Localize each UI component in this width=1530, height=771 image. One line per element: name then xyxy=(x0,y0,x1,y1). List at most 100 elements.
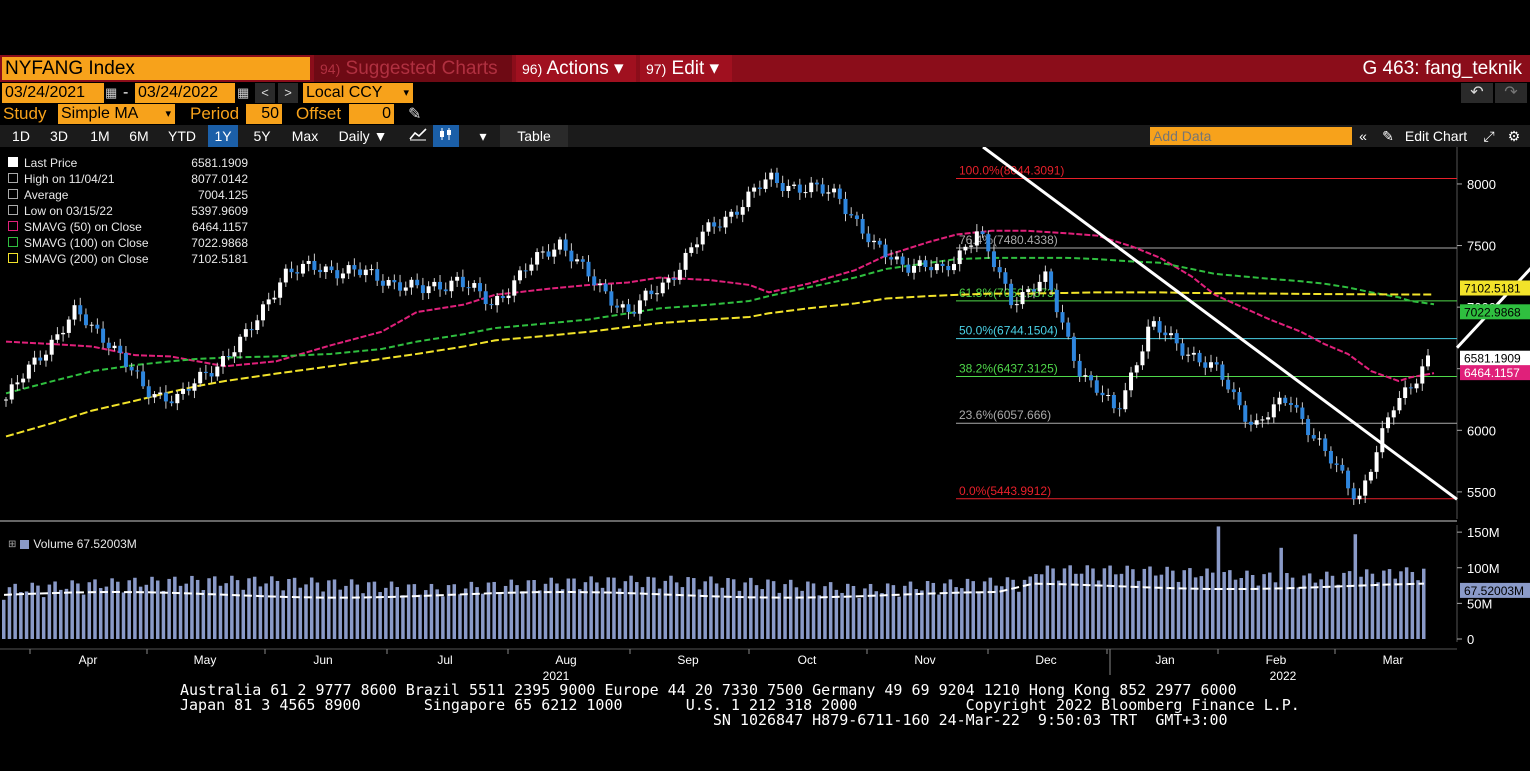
year-label: 2021 xyxy=(543,669,570,683)
candle-body xyxy=(597,283,602,286)
candle-body xyxy=(1363,480,1368,496)
candle-body xyxy=(723,216,728,228)
volume-bar xyxy=(252,576,257,639)
next-period-button[interactable]: > xyxy=(278,83,298,103)
range-1m-button[interactable]: 1M xyxy=(90,128,110,144)
plus-icon[interactable]: ⊞ xyxy=(8,538,17,550)
candle-body xyxy=(826,192,831,194)
volume-bar xyxy=(70,580,74,639)
suggested-charts-menu[interactable]: 94) Suggested Charts xyxy=(314,55,512,82)
volume-bar xyxy=(811,583,816,639)
expand-icon[interactable]: ⤢ xyxy=(1483,128,1495,144)
candle-body xyxy=(523,270,528,272)
fib-level-label: 23.6%(6057.666) xyxy=(959,408,1051,422)
frequency-select[interactable]: Daily ▼ xyxy=(338,128,388,144)
volume-bar xyxy=(931,582,936,639)
candle-body xyxy=(272,297,277,300)
undo-button[interactable]: ↶ xyxy=(1461,83,1493,103)
volume-bar xyxy=(235,580,240,639)
volume-bar xyxy=(1404,567,1409,639)
volume-bar xyxy=(1256,585,1261,639)
volume-bar xyxy=(1182,570,1186,639)
calendar-icon[interactable]: ▦ xyxy=(105,85,118,100)
legend-value: 7004.125 xyxy=(197,188,248,202)
candle-body xyxy=(512,280,517,296)
redo-button[interactable]: ↷ xyxy=(1495,83,1527,103)
volume-bar xyxy=(469,581,474,639)
range-1d-button[interactable]: 1D xyxy=(12,128,30,144)
volume-average-line xyxy=(3,582,1425,599)
volume-bar xyxy=(47,584,52,639)
volume-bar xyxy=(977,592,981,639)
range-5y-button[interactable]: 5Y xyxy=(253,128,271,144)
add-data-input[interactable] xyxy=(1150,127,1352,145)
volume-bar xyxy=(857,598,861,639)
edit-chart-button[interactable]: Edit Chart xyxy=(1404,128,1468,144)
prev-period-button[interactable]: < xyxy=(255,83,275,103)
volume-bar xyxy=(247,578,251,639)
candle-body xyxy=(1100,392,1105,396)
candle-body xyxy=(186,389,191,391)
price-chart[interactable]: 550060006500700075008000150M100M50M0100.… xyxy=(0,147,1530,683)
volume-bar xyxy=(925,581,930,639)
line-chart-icon[interactable] xyxy=(405,125,431,147)
volume-bar xyxy=(395,587,399,639)
candle-body xyxy=(700,231,705,245)
volume-bar xyxy=(526,580,531,639)
volume-bar xyxy=(800,590,804,639)
legend-value: 8077.0142 xyxy=(191,172,248,186)
volume-bar xyxy=(1342,572,1346,639)
candlestick-icon[interactable] xyxy=(433,125,459,147)
period-field[interactable]: 50 xyxy=(246,104,282,124)
volume-bar xyxy=(270,576,274,639)
start-date-field[interactable]: 03/24/2021 xyxy=(2,83,104,103)
range-6m-button[interactable]: 6M xyxy=(129,128,149,144)
calendar-icon[interactable]: ▦ xyxy=(237,85,250,100)
month-label: Oct xyxy=(798,653,817,667)
candle-body xyxy=(1317,438,1322,440)
candle-body xyxy=(49,339,54,355)
range-max-button[interactable]: Max xyxy=(291,128,319,144)
pencil-icon[interactable]: ✎ xyxy=(1382,128,1394,144)
month-label: Apr xyxy=(79,653,98,667)
y-tick-label: 8000 xyxy=(1467,177,1496,192)
candle-body xyxy=(146,386,151,398)
candle-body xyxy=(1031,289,1036,292)
pencil-icon[interactable]: ✎ xyxy=(408,106,422,123)
candle-body xyxy=(329,266,334,271)
volume-bar xyxy=(59,589,63,639)
actions-menu[interactable]: 96) Actions ▾ xyxy=(516,55,636,82)
candle-body xyxy=(849,214,854,216)
candle-body xyxy=(792,184,797,186)
table-button[interactable]: Table xyxy=(500,125,568,147)
candle-body xyxy=(946,265,951,271)
volume-bar xyxy=(503,585,508,639)
study-select[interactable]: Simple MA ▾ xyxy=(58,104,175,124)
volume-bar xyxy=(760,589,764,639)
fib-level-label: 50.0%(6744.1504) xyxy=(959,324,1058,338)
candle-body xyxy=(375,269,380,281)
edit-menu[interactable]: 97) Edit ▾ xyxy=(640,55,732,82)
range-3d-button[interactable]: 3D xyxy=(50,128,68,144)
volume-bar xyxy=(1193,577,1198,639)
collapse-icon[interactable]: « xyxy=(1359,128,1367,144)
candle-body xyxy=(980,231,985,235)
range-ytd-button[interactable]: YTD xyxy=(168,128,196,144)
volume-bar xyxy=(1091,568,1095,639)
volume-legend-label: Volume 67.52003M xyxy=(33,537,137,551)
range-1y-button[interactable]: 1Y xyxy=(208,125,238,147)
volume-bar xyxy=(617,588,622,639)
volume-bar xyxy=(332,579,337,639)
volume-bar xyxy=(1062,568,1067,639)
ticker-field[interactable]: NYFANG Index xyxy=(2,57,310,80)
end-date-field[interactable]: 03/24/2022 xyxy=(135,83,235,103)
currency-select[interactable]: Local CCY ▾ xyxy=(303,83,413,103)
candle-body xyxy=(1083,375,1088,377)
candle-body xyxy=(632,312,637,314)
gear-icon[interactable]: ⚙ xyxy=(1507,128,1521,144)
chevron-down-icon[interactable]: ▾ xyxy=(479,128,487,144)
candle-body xyxy=(1420,366,1425,384)
offset-field[interactable]: 0 xyxy=(349,104,394,124)
legend-value: 7102.5181 xyxy=(191,252,248,266)
fib-level-label: 38.2%(6437.3125) xyxy=(959,361,1058,375)
